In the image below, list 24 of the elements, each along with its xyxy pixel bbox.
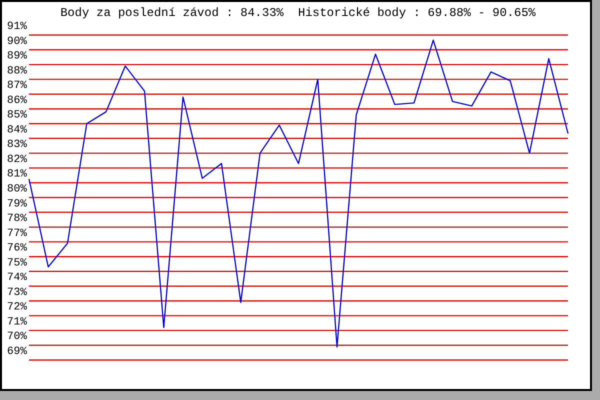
y-tick-label: 71%: [7, 316, 28, 328]
y-tick-label: 74%: [7, 272, 28, 284]
y-tick-label: 80%: [7, 184, 28, 196]
y-tick-label: 83%: [7, 139, 28, 152]
y-tick-label: 87%: [7, 80, 28, 92]
y-tick-label: 72%: [7, 302, 28, 314]
y-tick-label: 76%: [7, 242, 28, 255]
y-tick-label: 70%: [7, 331, 28, 344]
y-tick-label: 84%: [7, 124, 28, 136]
y-tick-label: 73%: [7, 286, 28, 299]
chart-title: Body za poslední závod : 84.33% Historické body : 69.88% - 90.65%: [59, 6, 537, 20]
y-tick-label: 91%: [7, 21, 28, 33]
y-tick-label: 77%: [7, 228, 28, 240]
y-tick-label: 79%: [7, 198, 28, 210]
y-tick-label: 69%: [7, 346, 28, 358]
y-tick-label: 81%: [7, 168, 28, 181]
y-tick-label: 82%: [7, 154, 28, 166]
y-tick-label: 89%: [7, 50, 28, 63]
y-tick-label: 88%: [7, 65, 28, 78]
y-tick-label: 86%: [7, 94, 28, 107]
y-tick-label: 90%: [7, 36, 28, 48]
y-tick-label: 78%: [7, 213, 28, 226]
y-tick-label: 75%: [7, 257, 28, 270]
y-tick-label: 85%: [7, 110, 28, 122]
